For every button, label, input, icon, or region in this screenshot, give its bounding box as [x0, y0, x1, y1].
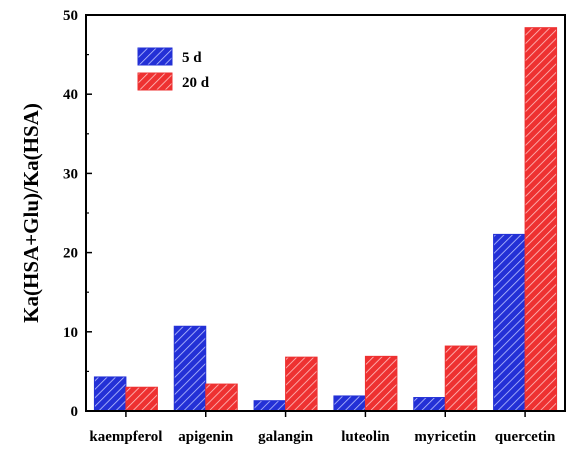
bar-quercetin-5d	[493, 233, 526, 412]
x-tick-label: apigenin	[178, 429, 234, 445]
bar-galangin-20d	[285, 356, 318, 412]
bars-group	[93, 27, 558, 412]
y-tick-label: 0	[71, 404, 79, 420]
x-tick-label: kaempferol	[89, 429, 162, 445]
bar-galangin-5d	[253, 400, 287, 412]
x-tick-label: galangin	[258, 429, 314, 445]
bar-quercetin-20d	[524, 27, 558, 412]
bar-luteolin-20d	[364, 355, 398, 412]
x-tick-label: myricetin	[414, 429, 476, 445]
bar-kaempferol-20d	[125, 386, 158, 412]
y-tick-label: 50	[63, 8, 78, 24]
y-axis-ticks: 0 10 20 30 40 50	[63, 8, 92, 420]
x-axis-ticks: kaempferol apigenin galangin luteolin myrice…	[89, 411, 556, 445]
legend: 5 d 20 d	[137, 47, 210, 91]
bar-kaempferol-5d	[93, 376, 127, 412]
legend-label: 20 d	[182, 75, 210, 91]
bar-myricetin-5d	[413, 397, 446, 412]
x-tick-label: luteolin	[341, 429, 390, 445]
y-tick-label: 40	[63, 87, 78, 103]
y-axis-label: Ka(HSA+Glu)/Ka(HSA)	[19, 103, 43, 323]
bar-luteolin-5d	[333, 395, 366, 412]
legend-label: 5 d	[182, 50, 202, 66]
y-tick-label: 30	[63, 166, 78, 182]
x-tick-label: quercetin	[495, 429, 556, 445]
legend-swatch	[137, 47, 173, 66]
bar-apigenin-5d	[173, 325, 207, 412]
bar-apigenin-20d	[205, 383, 238, 412]
legend-swatch	[137, 72, 173, 91]
bar-myricetin-20d	[444, 345, 478, 412]
y-tick-label: 10	[63, 325, 78, 341]
y-tick-label: 20	[63, 246, 78, 262]
